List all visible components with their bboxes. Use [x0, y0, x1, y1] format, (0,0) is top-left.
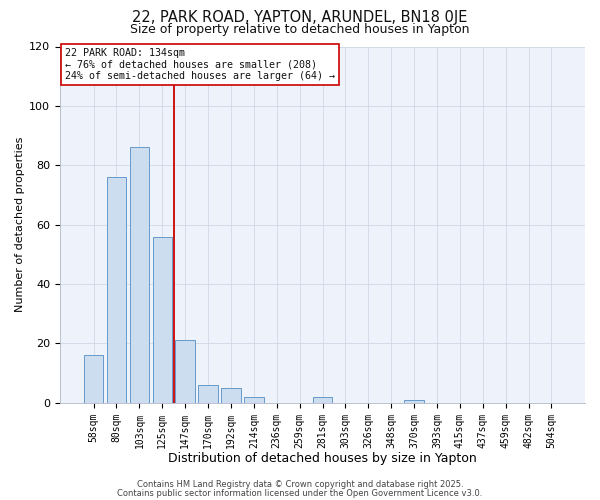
Bar: [199, 385, 218, 403]
Bar: [175, 340, 195, 403]
Bar: [313, 397, 332, 403]
X-axis label: Distribution of detached houses by size in Yapton: Distribution of detached houses by size …: [168, 452, 477, 465]
Bar: [84, 356, 103, 403]
Bar: [152, 236, 172, 403]
Text: Size of property relative to detached houses in Yapton: Size of property relative to detached ho…: [130, 22, 470, 36]
Bar: [244, 397, 263, 403]
Text: 22 PARK ROAD: 134sqm
← 76% of detached houses are smaller (208)
24% of semi-deta: 22 PARK ROAD: 134sqm ← 76% of detached h…: [65, 48, 335, 82]
Y-axis label: Number of detached properties: Number of detached properties: [15, 137, 25, 312]
Text: 22, PARK ROAD, YAPTON, ARUNDEL, BN18 0JE: 22, PARK ROAD, YAPTON, ARUNDEL, BN18 0JE: [133, 10, 467, 25]
Text: Contains HM Land Registry data © Crown copyright and database right 2025.: Contains HM Land Registry data © Crown c…: [137, 480, 463, 489]
Bar: [404, 400, 424, 403]
Bar: [107, 177, 126, 403]
Bar: [221, 388, 241, 403]
Bar: [130, 148, 149, 403]
Text: Contains public sector information licensed under the Open Government Licence v3: Contains public sector information licen…: [118, 488, 482, 498]
